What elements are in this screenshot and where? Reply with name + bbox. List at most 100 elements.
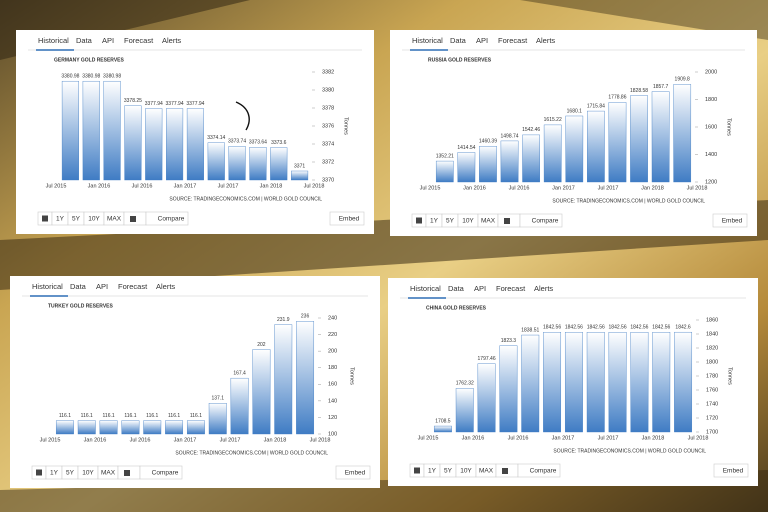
value-label: 1823.3 <box>501 338 517 344</box>
range-button-label[interactable]: 1Y <box>50 470 59 477</box>
bar <box>249 147 267 181</box>
embed-button-label[interactable]: Embed <box>723 468 744 475</box>
tab[interactable]: Data <box>450 36 467 45</box>
compare-button-label[interactable]: Compare <box>152 470 179 477</box>
value-label: 1842.56 <box>587 325 605 331</box>
x-tick-label: Jul 2016 <box>132 183 153 189</box>
calendar-icon <box>414 467 420 474</box>
y-tick-label: 1800 <box>705 97 717 103</box>
y-tick-label: 3382 <box>322 69 334 75</box>
compare-button-label[interactable]: Compare <box>532 218 559 225</box>
tab[interactable]: Data <box>76 36 93 45</box>
value-label: 3380.98 <box>103 74 121 80</box>
tab[interactable]: Forecast <box>496 284 526 293</box>
tab[interactable]: Alerts <box>536 36 555 45</box>
y-tick-label: 1780 <box>706 373 718 379</box>
compare-button[interactable] <box>519 213 563 228</box>
tab[interactable]: Data <box>448 284 465 293</box>
compare-button-label[interactable]: Compare <box>530 468 557 475</box>
compare-button[interactable] <box>517 463 561 478</box>
value-label: 1842.56 <box>543 325 561 331</box>
range-button-label[interactable]: 5Y <box>444 468 453 475</box>
tab[interactable]: API <box>96 282 108 291</box>
chart-type-icon <box>130 216 136 222</box>
range-button-label[interactable]: 5Y <box>66 470 75 477</box>
tab[interactable]: Alerts <box>534 284 553 293</box>
range-button-label[interactable]: 10Y <box>462 218 474 225</box>
hand-drawn-annotation <box>235 101 250 131</box>
tab[interactable]: Alerts <box>156 282 175 291</box>
bar <box>208 403 227 435</box>
value-label: 1909.8 <box>675 77 691 83</box>
y-tick-label: 1840 <box>706 331 718 337</box>
tab-active[interactable]: Historical <box>410 284 441 293</box>
bar <box>230 377 249 435</box>
x-tick-label: Jan 2017 <box>552 435 575 441</box>
y-tick-label: 220 <box>328 332 337 338</box>
calendar-icon <box>416 217 422 224</box>
value-label: 1715.84 <box>587 103 605 109</box>
x-tick-label: Jan 2018 <box>260 183 283 189</box>
tab[interactable]: API <box>102 36 114 45</box>
chart-type-icon <box>502 468 508 474</box>
bar <box>143 420 162 435</box>
x-tick-label: Jul 2015 <box>46 183 67 189</box>
embed-button[interactable] <box>329 211 365 226</box>
x-tick-label: Jul 2017 <box>598 435 619 441</box>
embed-button[interactable] <box>713 463 749 478</box>
y-tick-label: 140 <box>328 398 337 404</box>
range-button-label[interactable]: 1Y <box>428 468 437 475</box>
x-tick-label: Jan 2017 <box>552 185 575 191</box>
value-label: 1615.22 <box>544 117 562 123</box>
range-button-label[interactable]: 5Y <box>72 216 81 223</box>
y-tick-label: 3378 <box>322 105 334 111</box>
compare-button[interactable] <box>145 211 189 226</box>
source-note: SOURCE: TRADINGECONOMICS.COM | WORLD GOL… <box>553 448 706 454</box>
tab-active[interactable]: Historical <box>32 282 63 291</box>
tab[interactable]: API <box>474 284 486 293</box>
tab-active[interactable]: Historical <box>412 36 443 45</box>
embed-button[interactable] <box>335 465 371 480</box>
tab[interactable]: Forecast <box>124 36 154 45</box>
y-tick-label: 100 <box>328 431 337 437</box>
compare-button[interactable] <box>139 465 183 480</box>
tab-active[interactable]: Historical <box>38 36 69 45</box>
range-button-label[interactable]: MAX <box>101 470 116 477</box>
value-label: 1842.56 <box>609 325 627 331</box>
bar <box>252 349 271 435</box>
range-button-label[interactable]: MAX <box>481 218 496 225</box>
embed-button[interactable] <box>712 213 748 228</box>
range-button-label[interactable]: 10Y <box>88 216 100 223</box>
y-axis-label: Tonnes <box>727 367 733 385</box>
bar <box>145 108 163 181</box>
y-tick-label: 1200 <box>705 179 717 185</box>
range-button-label[interactable]: 10Y <box>82 470 94 477</box>
value-label: 1680.1 <box>567 108 583 114</box>
embed-button-label[interactable]: Embed <box>339 216 360 223</box>
embed-button-label[interactable]: Embed <box>722 218 743 225</box>
y-tick-label: 1760 <box>706 387 718 393</box>
range-button-label[interactable]: 1Y <box>56 216 65 223</box>
range-button-label[interactable]: 5Y <box>446 218 455 225</box>
bar <box>457 152 476 183</box>
x-tick-label: Jul 2016 <box>130 437 151 443</box>
embed-button-label[interactable]: Embed <box>345 470 366 477</box>
bar <box>521 334 540 433</box>
tab[interactable]: Forecast <box>498 36 528 45</box>
range-button-label[interactable]: MAX <box>479 468 494 475</box>
bar <box>543 124 562 183</box>
x-tick-label: Jan 2018 <box>642 435 665 441</box>
x-tick-label: Jan 2018 <box>264 437 287 443</box>
range-button-label[interactable]: 10Y <box>460 468 472 475</box>
range-button-label[interactable]: MAX <box>107 216 122 223</box>
tab[interactable]: Forecast <box>118 282 148 291</box>
x-tick-label: Jan 2016 <box>84 437 107 443</box>
bar <box>124 105 142 181</box>
tab[interactable]: Alerts <box>162 36 181 45</box>
compare-button-label[interactable]: Compare <box>158 216 185 223</box>
range-button-label[interactable]: 1Y <box>430 218 439 225</box>
tab[interactable]: Data <box>70 282 87 291</box>
x-tick-label: Jan 2016 <box>462 435 485 441</box>
tab[interactable]: API <box>476 36 488 45</box>
